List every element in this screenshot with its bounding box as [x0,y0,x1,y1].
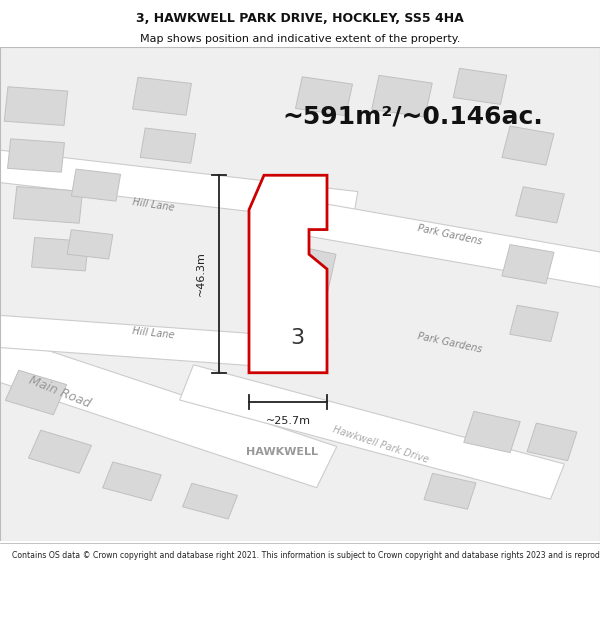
Text: 3: 3 [290,328,304,348]
Polygon shape [28,430,92,473]
Polygon shape [464,411,520,452]
Polygon shape [5,370,67,415]
Polygon shape [516,187,564,223]
Polygon shape [0,317,337,488]
Text: HAWKWELL: HAWKWELL [246,447,318,457]
Polygon shape [296,77,352,116]
Text: ~25.7m: ~25.7m [265,416,311,426]
Polygon shape [527,423,577,461]
Text: Map shows position and indicative extent of the property.: Map shows position and indicative extent… [140,34,460,44]
Polygon shape [103,462,161,501]
Polygon shape [249,175,327,372]
Polygon shape [67,230,113,259]
Text: 3, HAWKWELL PARK DRIVE, HOCKLEY, SS5 4HA: 3, HAWKWELL PARK DRIVE, HOCKLEY, SS5 4HA [136,12,464,25]
Text: Park Gardens: Park Gardens [417,331,483,355]
Polygon shape [133,78,191,115]
Polygon shape [13,186,83,223]
Text: Hill Lane: Hill Lane [131,197,175,212]
Text: ~591m²/~0.146ac.: ~591m²/~0.146ac. [282,104,543,128]
Polygon shape [502,126,554,165]
Text: Main Road: Main Road [27,374,93,411]
Text: Hill Lane: Hill Lane [131,326,175,341]
Polygon shape [71,169,121,201]
Polygon shape [8,139,64,172]
Polygon shape [4,87,68,126]
Polygon shape [0,315,328,371]
Polygon shape [453,68,507,104]
Polygon shape [179,365,565,499]
Polygon shape [182,483,238,519]
Polygon shape [140,128,196,163]
Text: ~46.3m: ~46.3m [196,251,206,296]
Text: Park Gardens: Park Gardens [417,222,483,246]
Polygon shape [261,194,600,294]
Polygon shape [372,76,432,117]
Polygon shape [32,238,88,271]
Polygon shape [0,147,358,223]
Polygon shape [502,244,554,284]
Text: Contains OS data © Crown copyright and database right 2021. This information is : Contains OS data © Crown copyright and d… [12,551,600,560]
Polygon shape [510,305,558,341]
Polygon shape [424,473,476,509]
Polygon shape [252,239,336,309]
Text: Hawkwell Park Drive: Hawkwell Park Drive [332,424,430,464]
